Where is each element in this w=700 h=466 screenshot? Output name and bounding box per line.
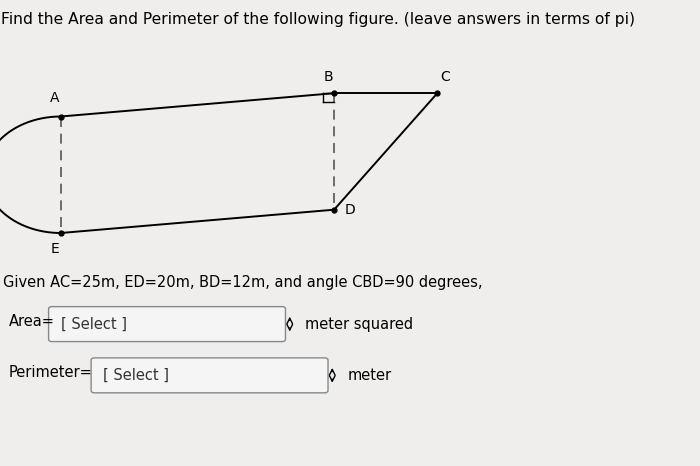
Text: meter: meter xyxy=(347,368,391,383)
FancyBboxPatch shape xyxy=(48,307,286,342)
Text: B: B xyxy=(323,70,332,84)
Text: meter squared: meter squared xyxy=(305,316,413,332)
Text: E: E xyxy=(50,242,59,256)
Text: D: D xyxy=(345,203,356,217)
Text: A: A xyxy=(50,91,60,105)
Text: Given AC=25m, ED=20m, BD=12m, and angle CBD=90 degrees,: Given AC=25m, ED=20m, BD=12m, and angle … xyxy=(3,275,482,290)
Text: [ Select ]: [ Select ] xyxy=(104,368,169,383)
Text: C: C xyxy=(440,70,450,84)
FancyBboxPatch shape xyxy=(91,358,328,393)
Text: [ Select ]: [ Select ] xyxy=(61,316,127,332)
Text: Area=: Area= xyxy=(9,314,55,329)
Text: Perimeter=: Perimeter= xyxy=(9,365,93,380)
Text: Find the Area and Perimeter of the following figure. (leave answers in terms of : Find the Area and Perimeter of the follo… xyxy=(1,12,635,27)
